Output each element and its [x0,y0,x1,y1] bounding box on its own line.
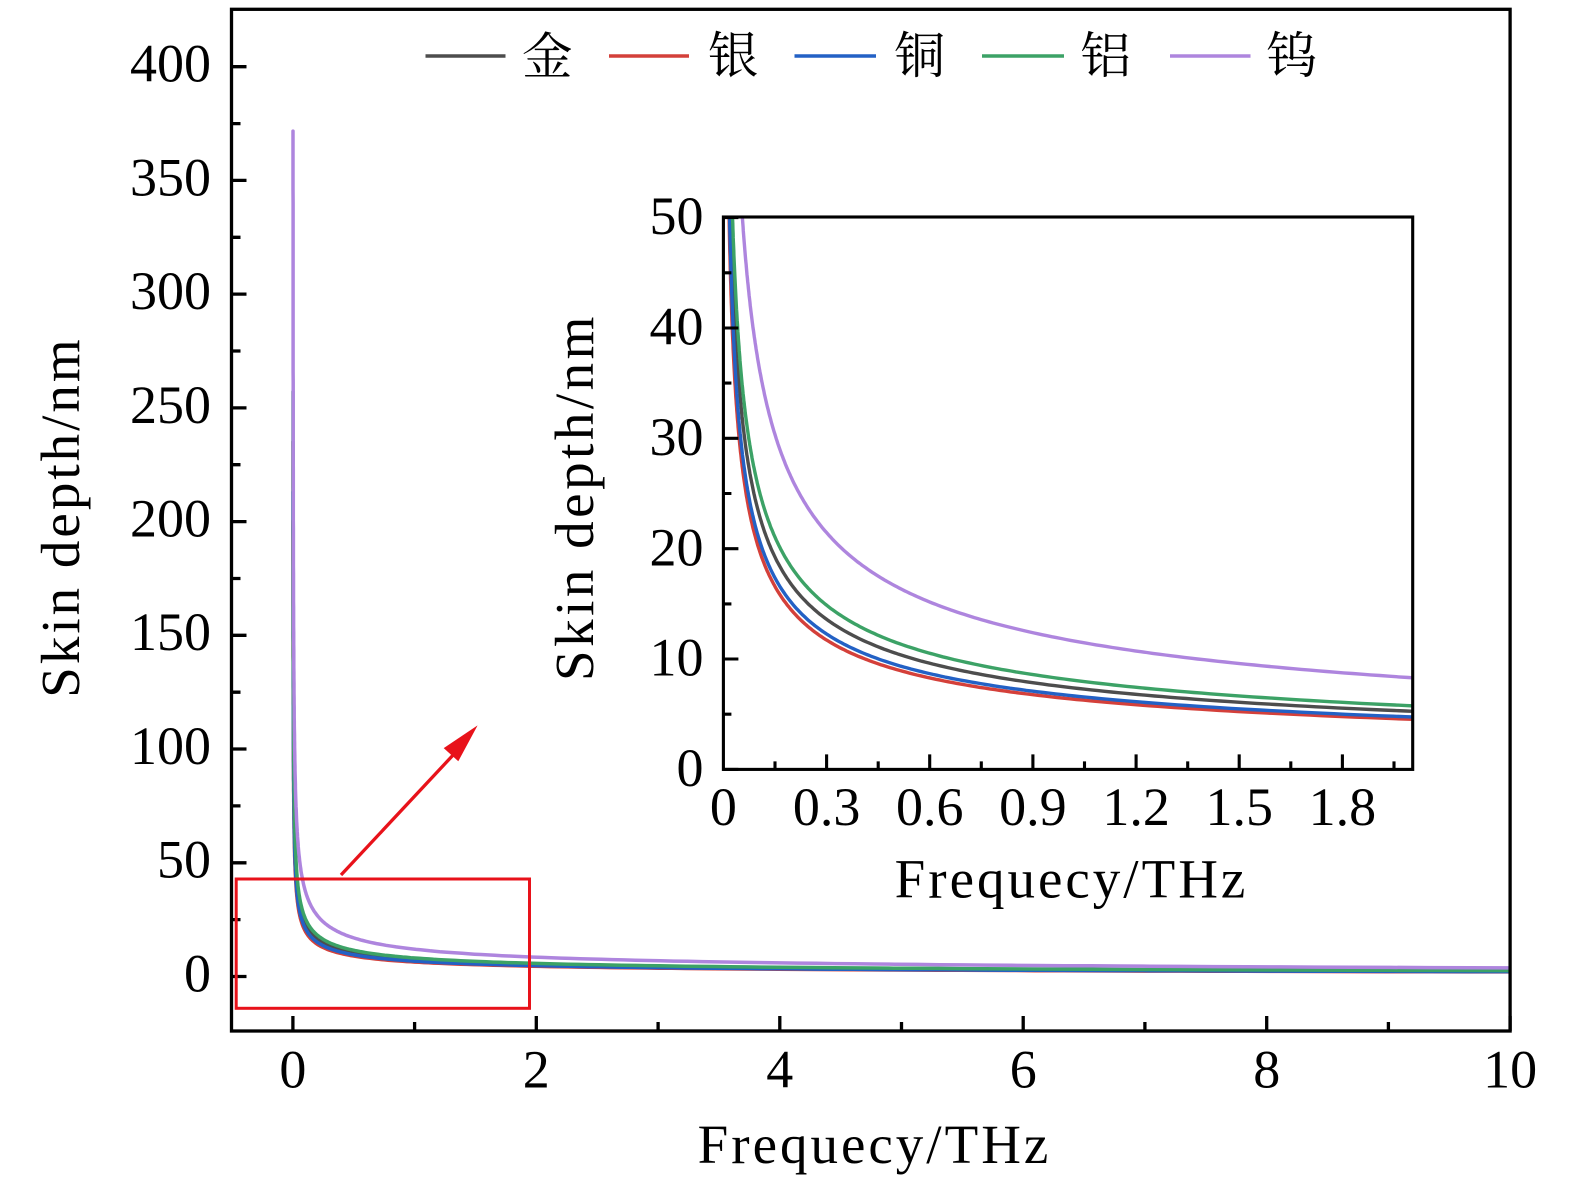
svg-text:1.8: 1.8 [1309,777,1377,837]
svg-text:0: 0 [184,943,211,1003]
svg-text:6: 6 [1010,1040,1037,1100]
svg-text:2: 2 [523,1040,550,1100]
svg-text:8: 8 [1253,1040,1280,1100]
svg-text:150: 150 [130,602,211,662]
svg-text:4: 4 [766,1040,793,1100]
svg-text:30: 30 [650,407,704,467]
svg-text:50: 50 [157,830,211,890]
svg-text:0.6: 0.6 [896,777,964,837]
svg-text:Frequecy/THz: Frequecy/THz [895,848,1249,909]
svg-text:40: 40 [650,297,704,357]
svg-text:20: 20 [650,517,704,577]
svg-text:0: 0 [710,777,737,837]
svg-text:10: 10 [650,628,704,688]
svg-text:0: 0 [279,1040,306,1100]
svg-text:250: 250 [130,375,211,435]
svg-text:100: 100 [130,716,211,776]
svg-text:Skin depth/nm: Skin depth/nm [544,313,605,681]
svg-text:1.5: 1.5 [1205,777,1273,837]
svg-text:0.9: 0.9 [999,777,1067,837]
svg-text:0: 0 [677,738,704,798]
svg-text:Frequecy/THz: Frequecy/THz [698,1114,1052,1175]
svg-text:50: 50 [650,186,704,246]
svg-text:400: 400 [130,34,211,94]
svg-text:200: 200 [130,489,211,549]
svg-text:1.2: 1.2 [1102,777,1170,837]
svg-text:10: 10 [1483,1040,1537,1100]
svg-text:Skin depth/nm: Skin depth/nm [30,336,91,697]
svg-text:0.3: 0.3 [793,777,861,837]
svg-text:300: 300 [130,261,211,321]
svg-text:350: 350 [130,147,211,207]
